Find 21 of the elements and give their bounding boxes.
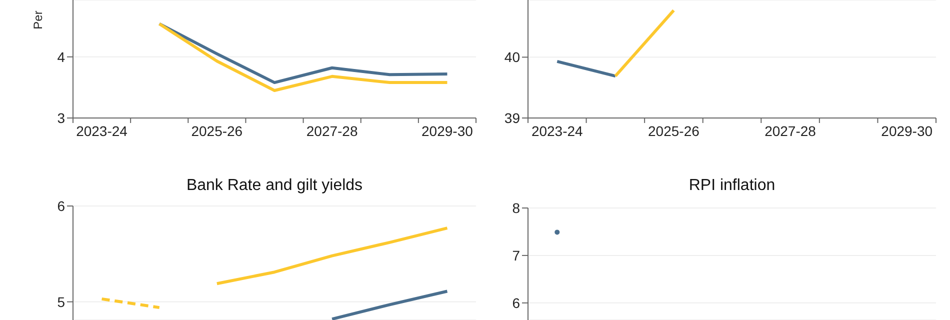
x-tick-label: 2029-30 bbox=[881, 123, 933, 139]
y-tick-label: 6 bbox=[57, 198, 66, 214]
chart-title: Bank Rate and gilt yields bbox=[185, 177, 364, 195]
y-tick-label: 8 bbox=[512, 200, 520, 216]
y-tick-label: 7 bbox=[512, 247, 520, 264]
x-tick-label: 2027-28 bbox=[306, 123, 358, 139]
y-tick-label: 3 bbox=[57, 110, 66, 126]
chart-title: RPI inflation bbox=[688, 177, 776, 195]
line-series bbox=[215, 226, 449, 286]
y-tick-label: 6 bbox=[512, 294, 520, 311]
x-tick-label: 2023-24 bbox=[76, 123, 128, 139]
x-tick-label: 2025-26 bbox=[648, 123, 700, 139]
x-tick-label: 2023-24 bbox=[531, 123, 584, 139]
x-tick-label: 2027-28 bbox=[764, 123, 816, 139]
x-tick-label: 2029-30 bbox=[422, 123, 474, 139]
y-tick-label: 4 bbox=[57, 48, 66, 65]
y-tick-label: 40 bbox=[504, 49, 520, 66]
y-axis-title: Per bbox=[31, 10, 45, 30]
x-tick-label: 2025-26 bbox=[191, 123, 243, 139]
y-tick-label: 5 bbox=[57, 294, 66, 310]
y-tick-label: 39 bbox=[504, 110, 520, 126]
